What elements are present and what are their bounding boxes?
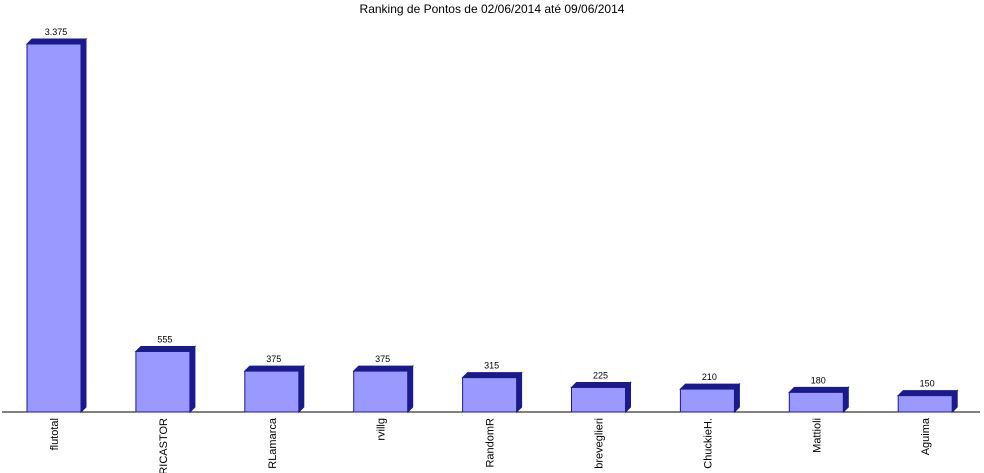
- bar-top: [352, 365, 414, 372]
- value-label: 210: [702, 372, 717, 382]
- value-label: 225: [593, 370, 608, 380]
- bar-side: [80, 37, 87, 414]
- bar-top: [134, 345, 197, 352]
- x-tick-label: ChuckieH.: [702, 418, 714, 469]
- bar: [788, 386, 850, 414]
- x-tick-label: breveglieri: [594, 418, 606, 469]
- bar-top: [25, 38, 88, 45]
- bar-front: [353, 370, 409, 413]
- value-label: 375: [375, 354, 390, 364]
- bar: [352, 364, 414, 414]
- bar-top: [243, 365, 306, 372]
- bar: [896, 389, 959, 414]
- value-label: 150: [920, 379, 935, 389]
- x-tick-label: RICASTOR: [158, 418, 170, 473]
- bar: [134, 345, 197, 414]
- bar-front: [26, 43, 82, 413]
- bar-front: [679, 388, 735, 413]
- bar-front: [462, 377, 518, 413]
- bar-top: [788, 386, 850, 393]
- bar-front: [244, 370, 300, 413]
- value-label: 555: [157, 334, 172, 344]
- x-tick-label: Mattioli: [811, 418, 823, 453]
- bar: [570, 381, 632, 414]
- bar-front: [897, 395, 953, 413]
- value-label: 315: [484, 361, 499, 371]
- bar-top: [461, 372, 523, 379]
- x-tick-label: RLamarca: [267, 417, 279, 469]
- bar-side: [407, 364, 414, 414]
- value-label: 180: [811, 375, 826, 385]
- bar-side: [516, 371, 523, 414]
- x-tick-label: Aguima: [920, 417, 932, 455]
- bar-front: [135, 350, 191, 413]
- chart-title: Ranking de Pontos de 02/06/2014 até 09/0…: [360, 2, 625, 16]
- value-label: 375: [266, 354, 281, 364]
- x-tick-label: flutotal: [49, 418, 61, 450]
- bar-front: [571, 386, 626, 413]
- bar-top: [896, 390, 959, 397]
- x-tick-label: RandomR: [485, 418, 497, 468]
- bar-top: [570, 381, 632, 388]
- bar: [243, 364, 306, 414]
- bar: [25, 37, 88, 414]
- bar-side: [189, 345, 196, 414]
- value-label: 3.375: [45, 27, 68, 37]
- x-tick-label: rvillg: [376, 418, 388, 441]
- bar-front: [788, 391, 844, 413]
- bar: [461, 371, 523, 414]
- bar-top: [679, 383, 741, 390]
- bar: [679, 382, 741, 414]
- bar-side: [298, 364, 305, 414]
